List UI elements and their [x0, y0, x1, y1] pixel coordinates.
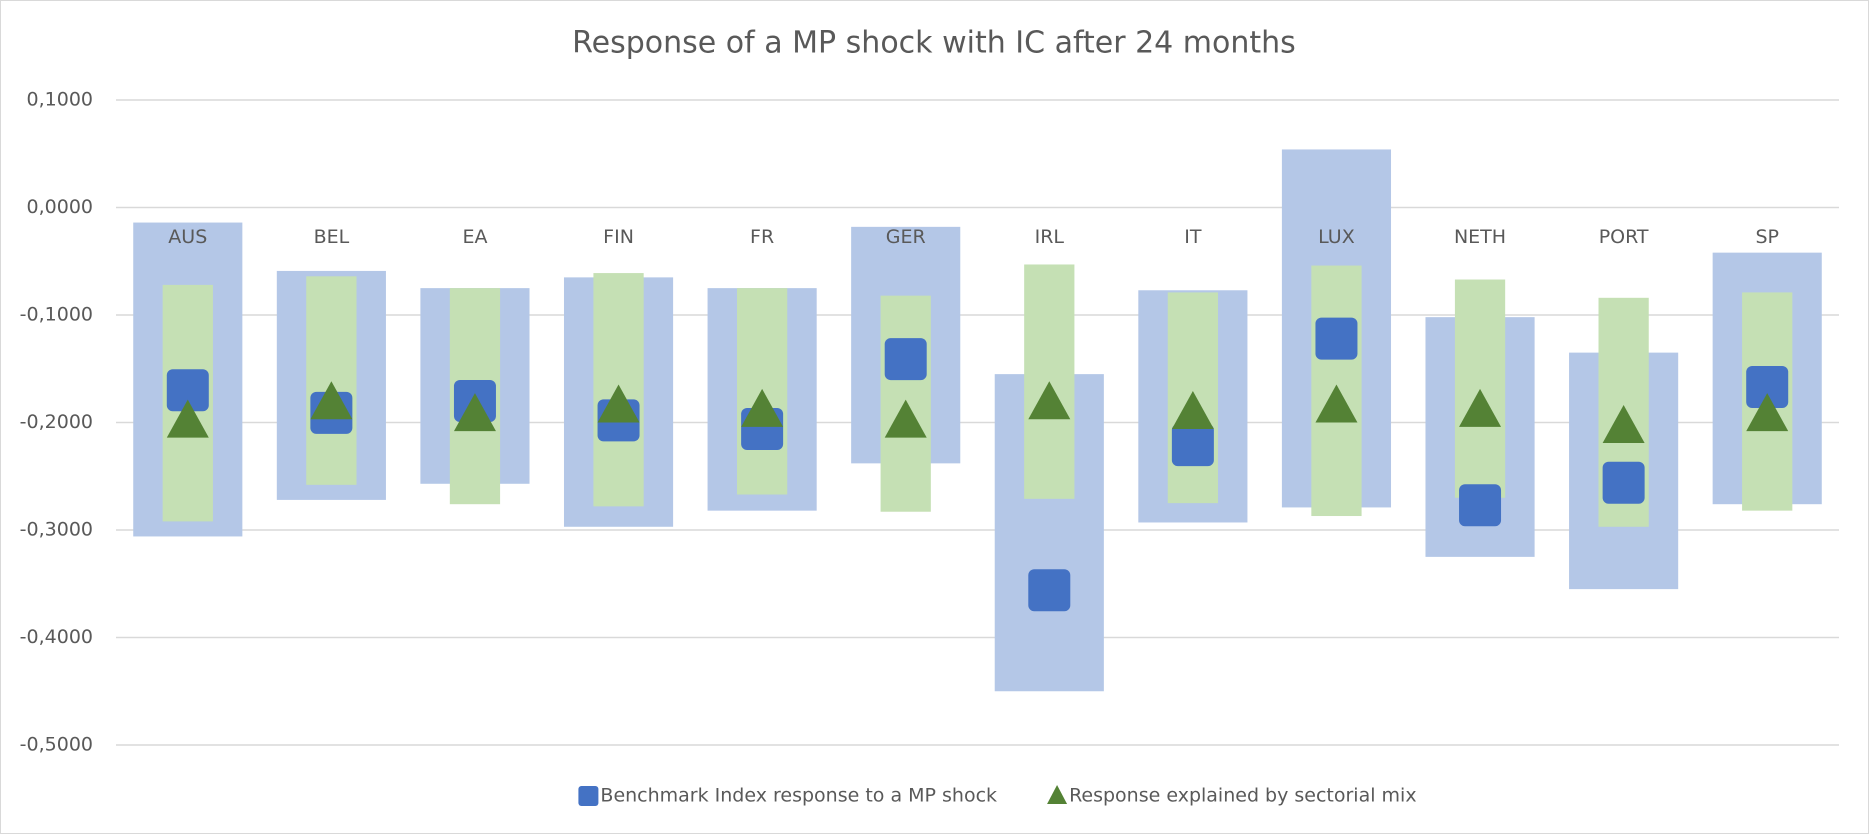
square-marker — [1315, 317, 1358, 360]
square-marker — [1459, 484, 1502, 527]
y-tick-label: -0,5000 — [20, 734, 93, 756]
category-label: EA — [462, 226, 487, 248]
category-label: NETH — [1454, 226, 1506, 248]
triangle-marker — [1746, 393, 1789, 432]
legend-icon — [578, 786, 599, 806]
category-label: IRL — [1035, 226, 1065, 248]
square-marker — [1028, 569, 1071, 612]
category-label: PORT — [1599, 226, 1649, 248]
y-tick-label: -0,3000 — [20, 519, 93, 541]
range-bar — [306, 276, 357, 485]
square-marker — [1602, 461, 1645, 504]
category-label: AUS — [168, 226, 207, 248]
category-label: FIN — [603, 226, 634, 248]
y-tick-label: 0,0000 — [27, 196, 93, 218]
triangle-marker — [1171, 390, 1214, 429]
range-bar — [1454, 279, 1506, 498]
triangle-marker — [310, 381, 353, 420]
triangle-marker — [1028, 381, 1071, 420]
triangle-marker — [1315, 384, 1358, 423]
y-tick-label: -0,1000 — [20, 304, 93, 326]
triangle-marker — [884, 399, 927, 438]
square-marker — [1746, 366, 1789, 409]
category-label: IT — [1184, 226, 1202, 248]
triangle-marker — [166, 399, 209, 438]
y-tick-label: 0,1000 — [27, 89, 93, 111]
category-label: SP — [1755, 226, 1779, 248]
triangle-marker — [1459, 388, 1502, 427]
category-label: LUX — [1318, 226, 1355, 248]
y-tick-label: -0,4000 — [20, 626, 93, 648]
legend-label: Response explained by sectorial mix — [1069, 785, 1417, 807]
square-marker — [1171, 424, 1214, 467]
square-marker — [166, 369, 209, 412]
y-tick-label: -0,2000 — [20, 411, 93, 433]
category-label: BEL — [314, 226, 350, 248]
legend-label: Benchmark Index response to a MP shock — [600, 785, 997, 807]
triangle-marker — [1602, 404, 1645, 443]
category-label: GER — [886, 226, 926, 248]
legend-icon — [1047, 785, 1068, 804]
chart-title: Response of a MP shock with IC after 24 … — [572, 26, 1296, 61]
triangle-marker — [597, 384, 640, 423]
category-label: FR — [750, 226, 774, 248]
square-marker — [884, 338, 927, 381]
triangle-marker — [453, 393, 496, 432]
triangle-marker — [741, 388, 784, 427]
